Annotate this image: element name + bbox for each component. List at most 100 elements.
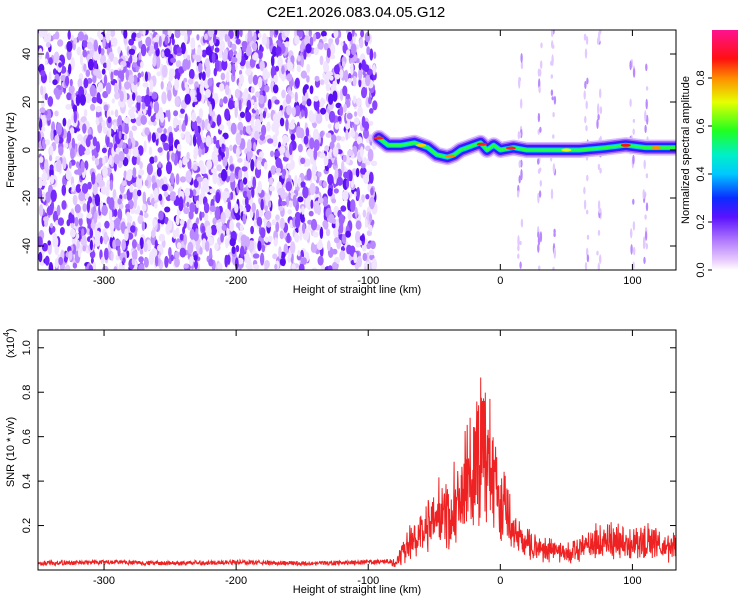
spectrogram-noise-cell — [266, 121, 271, 132]
spectrogram-noise-cell — [123, 134, 128, 140]
spectrogram-noise-cell — [146, 163, 153, 175]
spectrogram-noise-cell — [132, 55, 138, 63]
spectrogram-noise-cell — [317, 197, 324, 204]
spectrogram-noise-cell — [97, 222, 102, 229]
spectrogram-noise-cell — [313, 95, 319, 102]
spectrogram-streak-cell — [584, 80, 587, 90]
spectrogram-noise-cell — [251, 42, 258, 51]
spectrogram-noise-cell — [207, 123, 211, 131]
spectrogram-noise-cell — [72, 194, 78, 206]
snr-y-tick-label: 0.8 — [21, 385, 33, 400]
spectrogram-streak-cell — [550, 74, 553, 79]
spectrogram-noise-cell — [90, 257, 94, 264]
spectrogram-noise-cell — [140, 43, 147, 57]
spectrogram-noise-cell — [113, 153, 120, 165]
spectrogram-noise-cell — [40, 85, 44, 96]
spectrogram-noise-cell — [333, 188, 339, 194]
spectrogram-noise-cell — [83, 109, 88, 117]
spectrogram-noise-cell — [319, 152, 326, 159]
spectrogram-noise-cell — [272, 253, 278, 260]
spectrogram-streak-cell — [599, 254, 602, 264]
spectrogram-noise-cell — [310, 244, 317, 253]
spectrogram-noise-cell — [273, 74, 279, 84]
spectrogram-noise-cell — [199, 247, 203, 255]
spectrogram-noise-cell — [239, 245, 245, 258]
spectrogram-noise-cell — [98, 45, 102, 55]
spectrogram-noise-cell — [86, 200, 90, 213]
spectrogram-noise-cell — [184, 113, 188, 126]
spectrogram-noise-cell — [300, 181, 306, 188]
spectrogram-noise-cell — [110, 37, 114, 46]
spectrogram-noise-cell — [62, 157, 67, 170]
spectrogram-noise-cell — [85, 69, 91, 77]
spectrogram-noise-cell — [38, 30, 43, 38]
spectrogram-noise-cell — [239, 224, 244, 232]
spectrogram-noise-cell — [305, 43, 312, 54]
snr-frame — [37, 329, 677, 571]
spectrogram-noise-cell — [373, 51, 377, 59]
snr-x-label: Height of straight line (km) — [293, 584, 421, 596]
spectrogram-noise-cell — [354, 207, 358, 219]
spectrogram-noise-cell — [82, 40, 88, 48]
spectrogram-noise-cell — [291, 106, 296, 117]
spectrogram-noise-cell — [274, 99, 280, 105]
spectrogram-noise-cell — [250, 116, 255, 129]
spectrogram-noise-cell — [235, 146, 240, 159]
spectrogram-noise-cell — [142, 191, 147, 205]
spectrogram-noise-cell — [363, 128, 369, 140]
spectrogram-noise-cell — [113, 69, 120, 76]
spectrogram-noise-cell — [335, 135, 342, 141]
spectrogram-noise-cell — [225, 236, 229, 249]
spectrogram-noise-cell — [179, 219, 185, 226]
spectrogram-noise-cell — [207, 77, 213, 87]
spectrogram-streak-cell — [583, 90, 586, 100]
spectrogram-noise-cell — [44, 93, 48, 101]
spectrogram-noise-cell — [127, 215, 133, 224]
spectrogram-noise-cell — [141, 102, 146, 110]
spectrogram-noise-cell — [342, 61, 346, 68]
spectrogram-noise-cell — [203, 202, 210, 214]
spectrogram-noise-cell — [92, 261, 97, 270]
spectrogram-noise-cell — [231, 43, 237, 51]
spectrogram-noise-cell — [49, 174, 55, 185]
spectrogram-noise-cell — [40, 70, 46, 77]
spectrogram-noise-cell — [120, 221, 126, 234]
spectrogram-noise-cell — [269, 177, 273, 186]
spectrogram-noise-cell — [144, 179, 149, 187]
spectrogram-noise-cell — [302, 186, 309, 199]
spectrogram-noise-cell — [153, 101, 160, 114]
spectrogram-noise-cell — [305, 127, 310, 138]
spectrogram-noise-cell — [250, 86, 255, 94]
spectrogram-noise-cell — [254, 118, 262, 131]
spectrogram-noise-cell — [231, 56, 238, 63]
spectrogram-noise-cell — [325, 83, 331, 92]
spectrogram-noise-cell — [114, 91, 120, 100]
spectrogram-noise-cell — [361, 244, 367, 252]
spectrogram-noise-cell — [234, 99, 238, 109]
spectrogram-streak-cell — [643, 256, 646, 264]
spectrogram-noise-cell — [159, 111, 165, 123]
spectrogram-noise-cell — [218, 30, 224, 38]
spectrogram-noise-cell — [278, 197, 283, 209]
spectrogram-noise-cell — [76, 46, 82, 56]
spectrogram-y-ticks: -40 -20 0 20 40 — [21, 48, 676, 254]
spectrogram-noise-cell — [300, 157, 306, 165]
spectrogram-noise-cell — [184, 93, 191, 105]
spectrogram-noise-cell — [269, 185, 276, 192]
spectrogram-streak-cell — [645, 63, 648, 72]
spectrogram-noise-cell — [354, 111, 358, 117]
spectrogram-noise-cell — [118, 261, 123, 270]
spectrogram-noise-cell — [179, 176, 187, 183]
spectrogram-noise-cell — [148, 146, 153, 156]
spectrogram-noise-cell — [294, 35, 300, 45]
spectrogram-noise-cell — [320, 263, 325, 270]
colorbar-tick-label: 0.8 — [695, 70, 707, 85]
spectrogram-noise-cell — [72, 104, 78, 114]
spectrogram-noise-cell — [345, 129, 349, 141]
spectrogram-noise-cell — [91, 171, 96, 185]
spectrogram-noise-cell — [132, 92, 136, 101]
spectrogram-noise-cell — [158, 193, 163, 201]
spectrogram-noise-cell — [108, 154, 113, 165]
spectrogram-noise-cell — [371, 258, 378, 270]
spectrogram-streak-cell — [644, 110, 647, 122]
